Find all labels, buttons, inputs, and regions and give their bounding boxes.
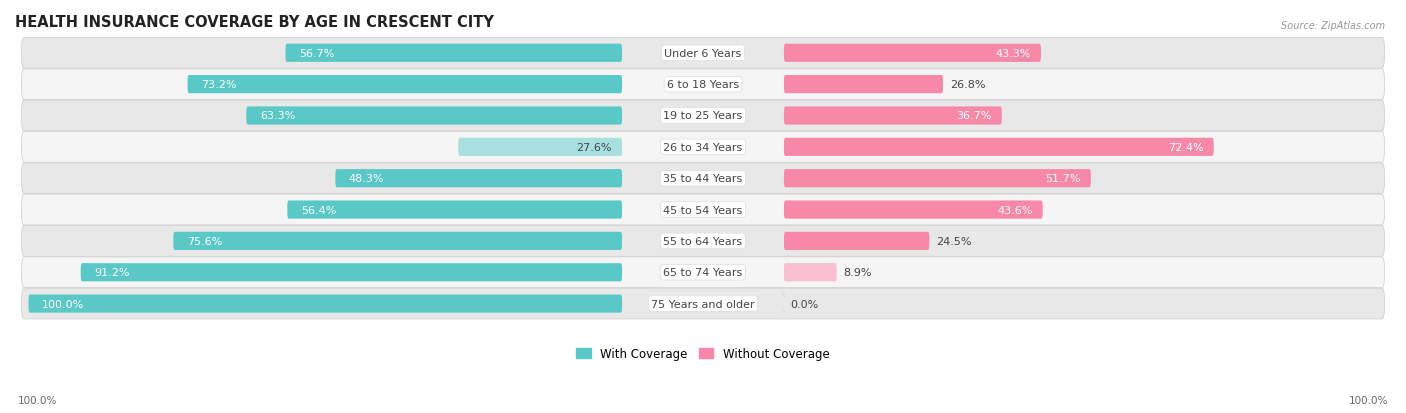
Text: HEALTH INSURANCE COVERAGE BY AGE IN CRESCENT CITY: HEALTH INSURANCE COVERAGE BY AGE IN CRES… [15, 15, 494, 30]
Text: 100.0%: 100.0% [18, 395, 58, 405]
Text: 75 Years and older: 75 Years and older [651, 299, 755, 309]
Text: Source: ZipAtlas.com: Source: ZipAtlas.com [1281, 21, 1385, 31]
FancyBboxPatch shape [21, 38, 1385, 69]
Text: 36.7%: 36.7% [956, 111, 991, 121]
Text: 24.5%: 24.5% [936, 236, 972, 246]
FancyBboxPatch shape [246, 107, 621, 125]
FancyBboxPatch shape [458, 138, 621, 157]
Text: 56.7%: 56.7% [299, 49, 335, 59]
FancyBboxPatch shape [785, 170, 1091, 188]
Text: 91.2%: 91.2% [94, 268, 129, 278]
Text: 48.3%: 48.3% [349, 174, 384, 184]
Text: 100.0%: 100.0% [42, 299, 84, 309]
FancyBboxPatch shape [785, 76, 943, 94]
FancyBboxPatch shape [785, 138, 1213, 157]
FancyBboxPatch shape [21, 164, 1385, 194]
FancyBboxPatch shape [187, 76, 621, 94]
Text: 65 to 74 Years: 65 to 74 Years [664, 268, 742, 278]
Text: 63.3%: 63.3% [260, 111, 295, 121]
Text: 72.4%: 72.4% [1168, 142, 1204, 152]
FancyBboxPatch shape [80, 263, 621, 282]
Text: 75.6%: 75.6% [187, 236, 222, 246]
FancyBboxPatch shape [783, 295, 786, 313]
FancyBboxPatch shape [785, 107, 1002, 125]
FancyBboxPatch shape [21, 70, 1385, 100]
Text: 43.6%: 43.6% [997, 205, 1032, 215]
Text: 43.3%: 43.3% [995, 49, 1031, 59]
FancyBboxPatch shape [287, 201, 621, 219]
Text: 6 to 18 Years: 6 to 18 Years [666, 80, 740, 90]
FancyBboxPatch shape [785, 263, 837, 282]
Text: 73.2%: 73.2% [201, 80, 236, 90]
Text: 0.0%: 0.0% [790, 299, 818, 309]
Text: 45 to 54 Years: 45 to 54 Years [664, 205, 742, 215]
FancyBboxPatch shape [21, 289, 1385, 319]
FancyBboxPatch shape [336, 170, 621, 188]
FancyBboxPatch shape [785, 232, 929, 250]
FancyBboxPatch shape [21, 226, 1385, 256]
Text: 27.6%: 27.6% [576, 142, 612, 152]
Text: 100.0%: 100.0% [1348, 395, 1388, 405]
Text: 26 to 34 Years: 26 to 34 Years [664, 142, 742, 152]
FancyBboxPatch shape [21, 132, 1385, 163]
FancyBboxPatch shape [21, 101, 1385, 131]
Text: 19 to 25 Years: 19 to 25 Years [664, 111, 742, 121]
FancyBboxPatch shape [173, 232, 621, 250]
FancyBboxPatch shape [785, 45, 1040, 63]
Text: 56.4%: 56.4% [301, 205, 336, 215]
FancyBboxPatch shape [21, 195, 1385, 225]
FancyBboxPatch shape [21, 257, 1385, 288]
FancyBboxPatch shape [285, 45, 621, 63]
FancyBboxPatch shape [28, 295, 621, 313]
Text: 35 to 44 Years: 35 to 44 Years [664, 174, 742, 184]
Legend: With Coverage, Without Coverage: With Coverage, Without Coverage [572, 342, 834, 365]
Text: Under 6 Years: Under 6 Years [665, 49, 741, 59]
Text: 55 to 64 Years: 55 to 64 Years [664, 236, 742, 246]
Text: 51.7%: 51.7% [1045, 174, 1081, 184]
FancyBboxPatch shape [785, 201, 1043, 219]
Text: 8.9%: 8.9% [844, 268, 872, 278]
Text: 26.8%: 26.8% [950, 80, 986, 90]
